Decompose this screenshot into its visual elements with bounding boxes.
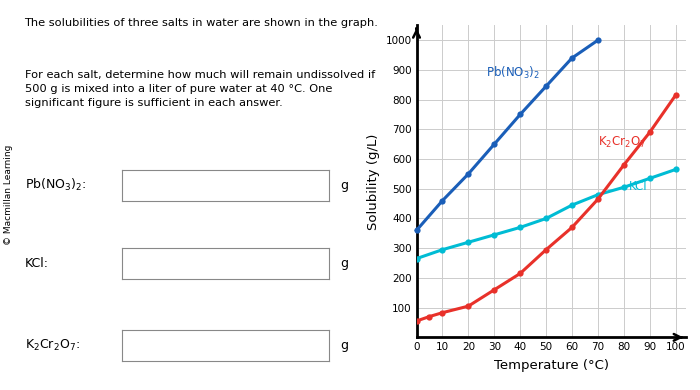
X-axis label: Temperature (°C): Temperature (°C) xyxy=(494,359,609,372)
Text: Pb(NO$_3$)$_2$:: Pb(NO$_3$)$_2$: xyxy=(25,177,85,193)
Text: g: g xyxy=(340,179,348,192)
Text: The solubilities of three salts in water are shown in the graph.: The solubilities of three salts in water… xyxy=(25,18,379,28)
Text: K$_2$Cr$_2$O$_7$:: K$_2$Cr$_2$O$_7$: xyxy=(25,338,79,353)
Text: © Macmillan Learning: © Macmillan Learning xyxy=(4,145,13,245)
Text: K$_2$Cr$_2$O$_7$: K$_2$Cr$_2$O$_7$ xyxy=(598,135,646,150)
Text: For each salt, determine how much will remain undissolved if
500 g is mixed into: For each salt, determine how much will r… xyxy=(25,70,374,108)
Text: g: g xyxy=(340,257,348,270)
Text: KCl: KCl xyxy=(629,180,648,193)
Text: Pb(NO$_3$)$_2$: Pb(NO$_3$)$_2$ xyxy=(486,66,540,82)
Text: KCl:: KCl: xyxy=(25,257,48,270)
Text: g: g xyxy=(340,339,348,352)
Y-axis label: Solubility (g/L): Solubility (g/L) xyxy=(367,133,380,230)
